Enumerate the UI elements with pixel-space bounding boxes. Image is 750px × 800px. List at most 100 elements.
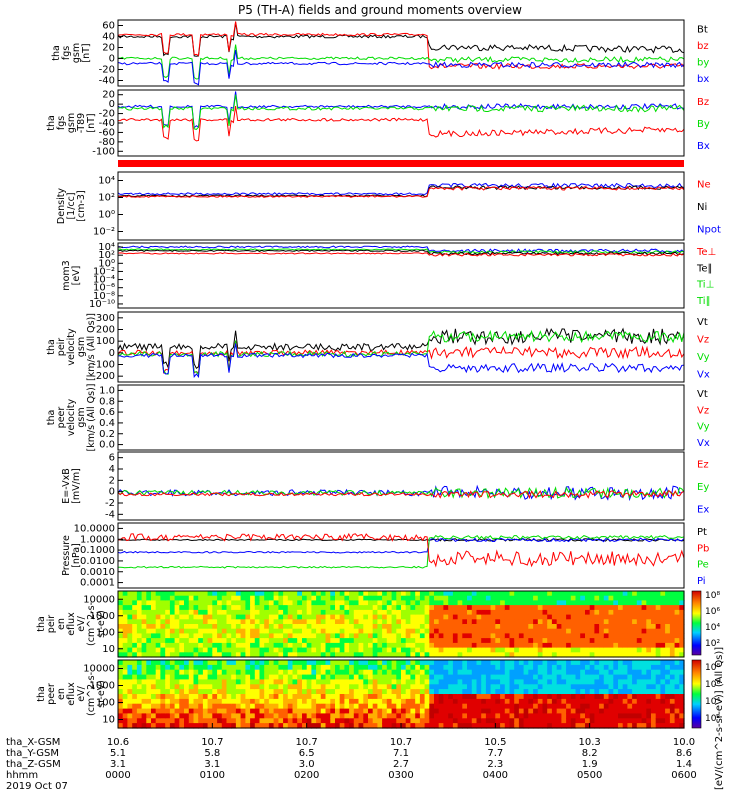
spectrogram-cell — [613, 698, 619, 705]
spectrogram-cell — [226, 660, 232, 666]
spectrogram-cell — [264, 647, 270, 653]
spectrogram-cell — [452, 628, 459, 634]
spectrogram-cell — [419, 600, 426, 606]
spectrogram-cell — [566, 619, 572, 625]
spectrogram-cell — [415, 614, 421, 620]
spectrogram-cell — [448, 679, 454, 685]
legend-Vz: Vz — [697, 405, 709, 416]
spectrogram-cell — [273, 619, 279, 625]
spectrogram-cell — [651, 638, 657, 644]
spectrogram-cell — [386, 689, 393, 695]
spectrogram-cell — [221, 694, 228, 700]
spectrogram-cell — [325, 633, 331, 639]
spectrogram-cell — [335, 624, 341, 630]
spectrogram-cell — [306, 698, 312, 705]
spectrogram-cell — [603, 619, 610, 625]
spectrogram-cell — [481, 669, 487, 676]
spectrogram-cell — [132, 624, 138, 630]
spectrogram-cell — [316, 723, 322, 729]
spectrogram-cell — [165, 703, 171, 710]
spectrogram-cell — [188, 628, 195, 634]
spectrogram-cell — [575, 660, 581, 666]
spectrogram-cell — [613, 689, 619, 695]
spectrogram-cell — [226, 633, 232, 639]
spectrogram-cell — [575, 698, 581, 705]
spectrogram-cell — [438, 723, 444, 729]
spectrogram-cell — [594, 679, 600, 685]
spectrogram-cell — [184, 679, 190, 685]
spectrogram-cell — [528, 694, 534, 700]
spectrogram-cell — [273, 591, 279, 597]
spectrogram-cell — [273, 723, 279, 729]
spectrogram-cell — [415, 694, 421, 700]
spectrogram-cell — [622, 624, 628, 630]
spectrogram-cell — [127, 723, 133, 729]
spectrogram-cell — [335, 652, 341, 658]
spectrogram-cell — [594, 689, 600, 695]
spectrogram-cell — [415, 609, 421, 616]
spectrogram-cell — [226, 674, 232, 681]
spectrogram-cell — [580, 600, 586, 606]
spectrogram-cell — [490, 642, 496, 649]
spectrogram-cell — [594, 708, 600, 715]
spectrogram-cell — [518, 591, 525, 597]
spectrogram-cell — [198, 647, 204, 653]
spectrogram-cell — [542, 609, 548, 616]
spectrogram-cell — [212, 703, 218, 710]
spectrogram-cell — [674, 633, 680, 639]
spectrogram-cell — [599, 703, 605, 710]
spectrogram-cell — [306, 669, 312, 676]
spectrogram-cell — [457, 647, 463, 653]
spectrogram-cell — [556, 652, 562, 658]
spectrogram-cell — [287, 723, 294, 729]
spectrogram-cell — [566, 628, 572, 634]
spectrogram-cell — [462, 708, 468, 715]
spectrogram-cell — [344, 694, 350, 700]
spectrogram-cell — [669, 723, 676, 729]
spectrogram-cell — [481, 614, 487, 620]
spectrogram-cell — [646, 638, 652, 644]
spectrogram-cell — [490, 647, 496, 653]
spectrogram-cell — [405, 609, 411, 616]
spectrogram-cell — [349, 679, 355, 685]
spectrogram-cell — [655, 669, 661, 676]
spectrogram-cell — [452, 614, 459, 620]
spectrogram-cell — [627, 624, 633, 630]
spectrogram-cell — [660, 614, 666, 620]
spectrogram-cell — [320, 669, 327, 676]
trace-4-2 — [117, 329, 685, 377]
spectrogram-cell — [302, 628, 308, 634]
spectrogram-cell — [292, 689, 298, 695]
spectrogram-cell — [443, 619, 449, 625]
spectrogram-cell — [268, 652, 275, 658]
spectrogram-cell — [528, 723, 534, 729]
spectrogram-cell — [287, 669, 294, 676]
spectrogram-cell — [292, 614, 298, 620]
spectrogram-cell — [325, 713, 331, 719]
spectrogram-cell — [363, 679, 369, 685]
spectrogram-cell — [429, 614, 435, 620]
spectrogram-cell — [292, 633, 298, 639]
spectrogram-cell — [528, 638, 534, 644]
spectrogram-cell — [386, 638, 393, 644]
spectrogram-cell — [268, 669, 275, 676]
spectrogram-cell — [429, 595, 435, 601]
spectrogram-cell — [443, 591, 449, 597]
spectrogram-cell — [198, 628, 204, 634]
spectrogram-cell — [655, 703, 661, 710]
spectrogram-cell — [344, 664, 350, 671]
spectrogram-cell — [500, 694, 506, 700]
spectrogram-cell — [481, 628, 487, 634]
spectrogram-cell — [353, 664, 360, 671]
spectrogram-cell — [566, 669, 572, 676]
spectrogram-cell — [646, 633, 652, 639]
spectrogram-cell — [575, 652, 581, 658]
spectrogram-cell — [481, 647, 487, 653]
spectrogram-cell — [268, 684, 275, 690]
spectrogram-cell — [226, 605, 232, 611]
spectrogram-cell — [184, 652, 190, 658]
spectrogram-cell — [613, 684, 619, 690]
spectrogram-cell — [509, 591, 515, 597]
spectrogram-cell — [613, 708, 619, 715]
spectrogram-cell — [132, 619, 138, 625]
